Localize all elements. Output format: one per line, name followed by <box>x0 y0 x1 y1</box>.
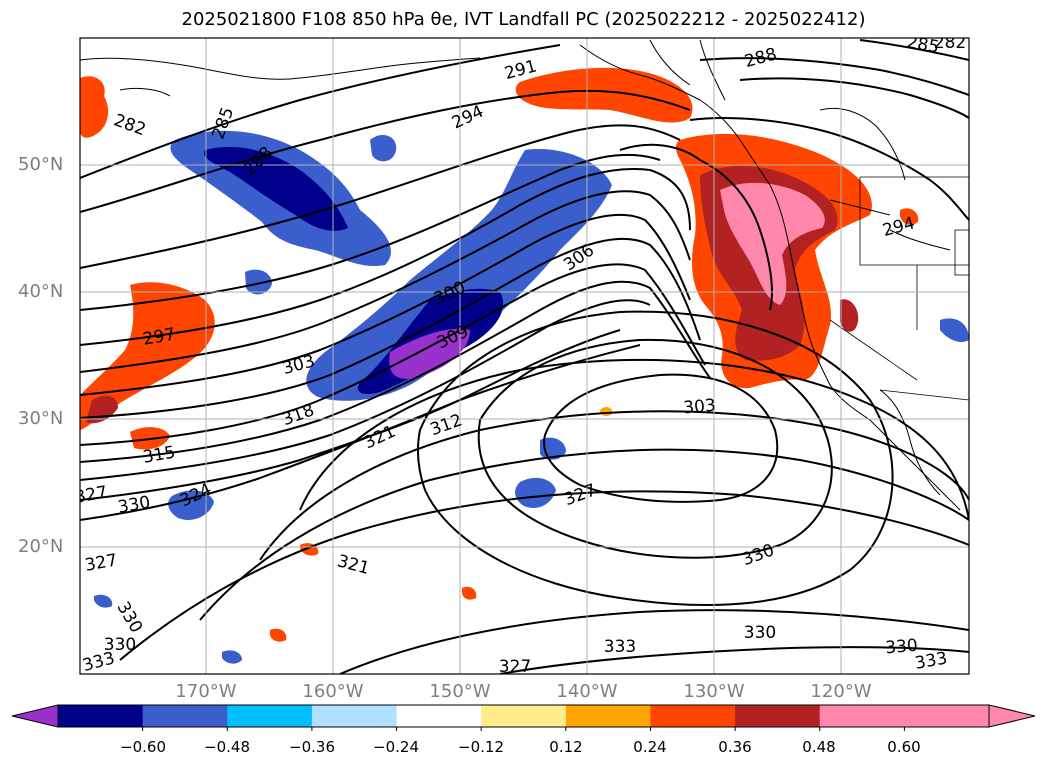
lon-label: 120°W <box>810 681 872 702</box>
colorbar-tick-label: 0.60 <box>887 738 921 756</box>
colorbar-extend-high <box>988 704 1036 728</box>
contour-label: 288 <box>742 44 779 72</box>
colorbar-swatch <box>227 705 313 727</box>
lon-label: 140°W <box>556 681 618 702</box>
colorbar-tick-label: 0.12 <box>549 738 583 756</box>
lat-label: 20°N <box>18 536 64 557</box>
colorbar-extend-low <box>11 704 59 728</box>
colorbar-swatch <box>396 705 482 727</box>
lat-label: 40°N <box>18 281 64 302</box>
colorbar-swatch <box>650 705 736 727</box>
contour-label: 282 <box>934 33 966 53</box>
colorbar-frame <box>57 704 990 728</box>
lon-label: 170°W <box>175 681 237 702</box>
contour-label: 282 <box>111 110 148 140</box>
contour-label: 321 <box>335 551 372 579</box>
colorbar-tick-label: −0.12 <box>458 738 504 756</box>
borders <box>829 176 969 401</box>
contour-label: 330 <box>885 636 919 659</box>
lon-label: 130°W <box>683 681 745 702</box>
map-title: 2025021800 F108 850 hPa θe, IVT Landfall… <box>181 9 866 30</box>
lon-label: 150°W <box>429 681 491 702</box>
contour-label: 327 <box>73 482 108 507</box>
colorbar-tick-label: 0.48 <box>802 738 836 756</box>
colorbar-swatch <box>735 705 821 727</box>
contour-label: 294 <box>880 213 917 241</box>
contour-label: 333 <box>80 648 117 676</box>
contour-label: 330 <box>104 635 136 655</box>
contour-label: 327 <box>562 480 599 510</box>
colorbar <box>11 704 1036 731</box>
contour-label: 330 <box>116 492 151 517</box>
contour-label: 330 <box>744 623 776 643</box>
contour-label: 303 <box>683 396 717 419</box>
colorbar-swatch <box>481 705 567 727</box>
contour-label: 333 <box>604 637 636 657</box>
graticule <box>80 38 969 674</box>
colorbar-swatch <box>819 705 905 727</box>
map-frame <box>79 37 970 675</box>
coastlines <box>80 39 961 511</box>
contour-label: 318 <box>280 400 317 430</box>
colorbar-swatch <box>311 705 398 727</box>
colorbar-swatch <box>565 705 651 727</box>
contour-label: 330 <box>113 598 147 636</box>
contour-label: 315 <box>141 442 176 467</box>
contour-label: 327 <box>499 657 531 677</box>
lat-label: 30°N <box>18 408 64 429</box>
colorbar-tick-label: −0.36 <box>289 738 335 756</box>
colorbar-tick-label: 0.36 <box>718 738 752 756</box>
colorbar-swatch <box>58 705 144 727</box>
lon-label: 160°W <box>302 681 364 702</box>
colorbar-swatch <box>142 705 228 727</box>
lat-label: 50°N <box>18 154 64 175</box>
contour-label: 333 <box>913 648 948 673</box>
colorbar-tick-label: 0.24 <box>633 738 667 756</box>
colorbar-tick-label: −0.60 <box>120 738 166 756</box>
colorbar-tick-label: −0.24 <box>373 738 419 756</box>
contour-label: 327 <box>83 550 118 575</box>
contour-label: 330 <box>740 540 777 570</box>
contour-label: 285 <box>905 32 940 57</box>
colorbar-swatch <box>904 705 990 727</box>
colorbar-tick-label: −0.48 <box>204 738 250 756</box>
contour-label: 294 <box>449 102 487 134</box>
